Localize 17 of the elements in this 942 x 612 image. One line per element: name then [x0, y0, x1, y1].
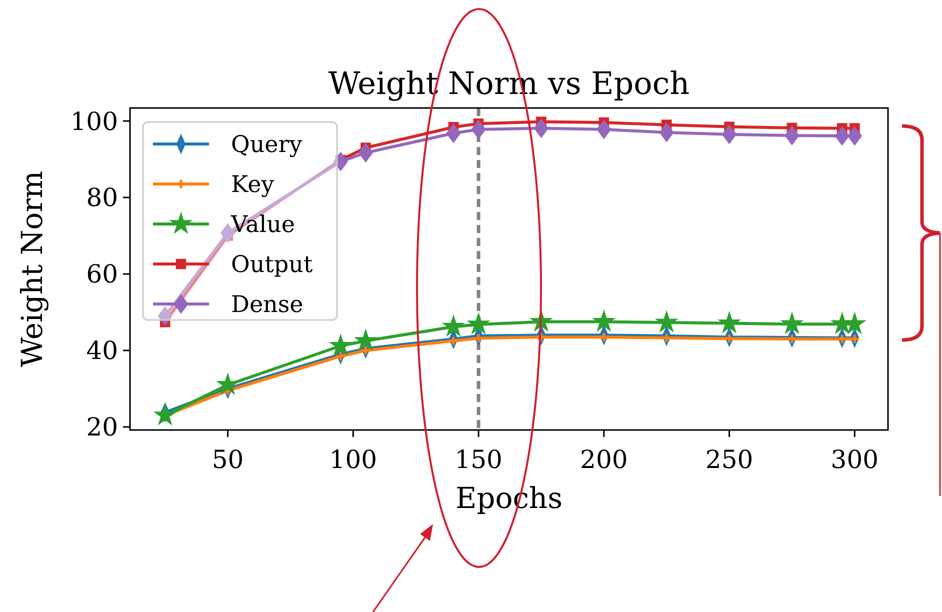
- x-tick-label: 150: [454, 445, 502, 474]
- x-tick-label: 50: [212, 445, 244, 474]
- y-tick-label: 40: [86, 336, 118, 366]
- y-tick-label: 60: [86, 260, 118, 289]
- x-tick-label: 250: [705, 445, 754, 474]
- legend-label: Value: [230, 212, 295, 238]
- legend-label: Key: [231, 172, 274, 198]
- legend-label: Output: [231, 252, 314, 278]
- x-tick-label: 200: [580, 445, 628, 474]
- y-tick-label: 80: [86, 183, 118, 212]
- y-tick-label: 100: [70, 106, 118, 136]
- y-axis-title: Weight Norm: [15, 170, 49, 368]
- x-tick-label: 300: [830, 445, 879, 474]
- x-tick-label: 100: [329, 445, 378, 474]
- legend-label: Query: [231, 132, 302, 158]
- legend-label: Dense: [231, 292, 304, 318]
- y-tick-label: 20: [86, 412, 118, 442]
